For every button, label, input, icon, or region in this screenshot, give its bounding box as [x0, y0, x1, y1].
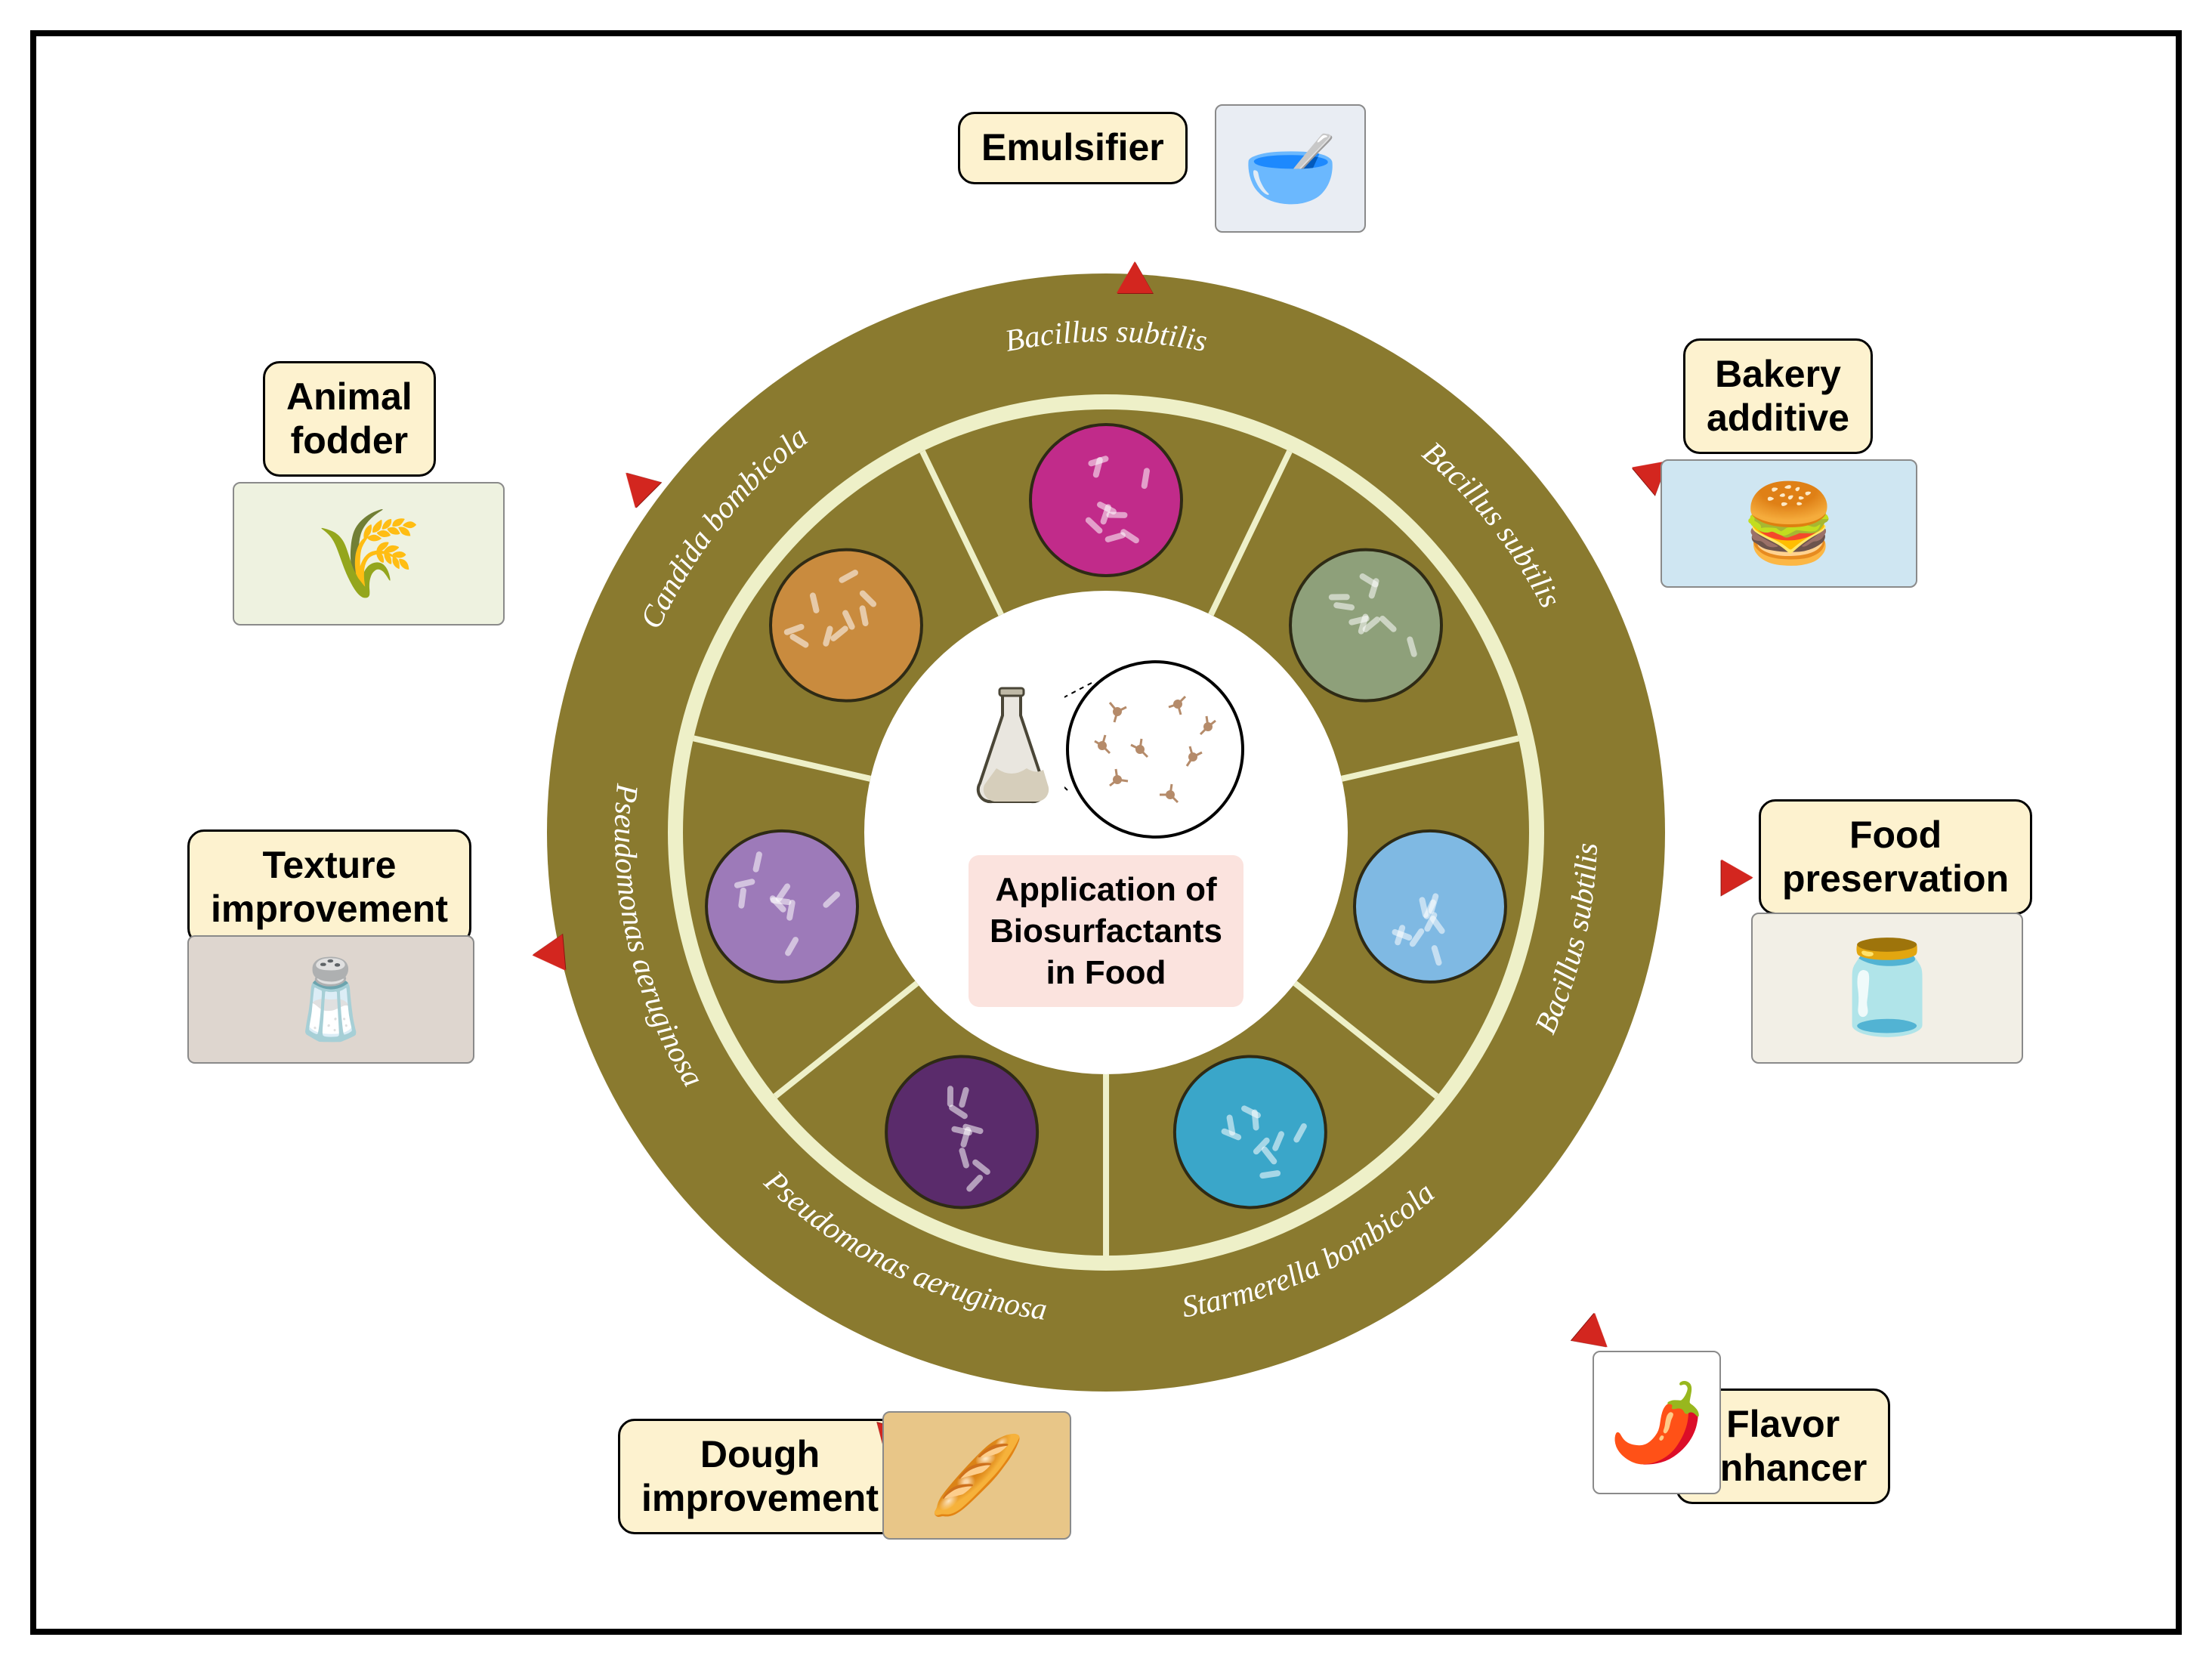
center-title: Application ofBiosurfactantsin Food	[969, 855, 1243, 1007]
microorganism-icon	[1290, 550, 1441, 701]
application-label: Texture improvement	[187, 829, 471, 945]
application-icon: 🧂	[187, 935, 474, 1064]
pointer-arrow-icon	[1117, 261, 1153, 293]
application-label: Bakery additive	[1683, 338, 1873, 454]
application-icon: 🥖	[882, 1411, 1071, 1540]
microorganism-icon	[1175, 1056, 1326, 1207]
center-hub: Application ofBiosurfactantsin Food	[872, 598, 1340, 1067]
magnified-microbes-icon	[1064, 659, 1246, 840]
application-icon: 🌾	[233, 482, 505, 626]
pointer-arrow-icon	[530, 934, 565, 973]
application-icon: 🥣	[1215, 104, 1366, 233]
microorganism-icon	[771, 550, 922, 701]
microorganism-icon	[706, 831, 857, 982]
application-label: Food preservation	[1759, 799, 2032, 915]
microorganism-icon	[1355, 831, 1506, 982]
microorganism-icon	[886, 1056, 1037, 1207]
flask-icon	[966, 685, 1057, 814]
center-illustration	[966, 659, 1246, 840]
application-icon: 🍔	[1661, 459, 1917, 588]
wheel-container: Bacillus subtilisBacillus subtilisBacill…	[547, 273, 1665, 1392]
diagram-frame: Bacillus subtilisBacillus subtilisBacill…	[30, 30, 2182, 1635]
application-label: Dough improvement	[618, 1419, 902, 1534]
application-label: Animal fodder	[263, 361, 436, 477]
microorganism-icon	[1030, 425, 1182, 576]
application-icon: 🫙	[1751, 913, 2023, 1064]
application-icon: 🌶️	[1593, 1351, 1721, 1494]
pointer-arrow-icon	[1722, 860, 1753, 896]
application-label: Emulsifier	[958, 112, 1188, 184]
